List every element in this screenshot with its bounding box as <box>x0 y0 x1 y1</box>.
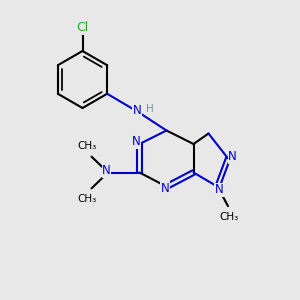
Text: CH₃: CH₃ <box>77 141 97 151</box>
Text: N: N <box>228 150 237 164</box>
Text: N: N <box>160 182 169 195</box>
Text: N: N <box>102 164 111 178</box>
Text: Cl: Cl <box>76 21 88 34</box>
Text: CH₃: CH₃ <box>220 212 239 221</box>
Text: N: N <box>214 183 224 196</box>
Text: H: H <box>146 103 154 113</box>
Text: CH₃: CH₃ <box>77 194 97 204</box>
Text: N: N <box>133 104 141 117</box>
Text: N: N <box>131 135 140 148</box>
